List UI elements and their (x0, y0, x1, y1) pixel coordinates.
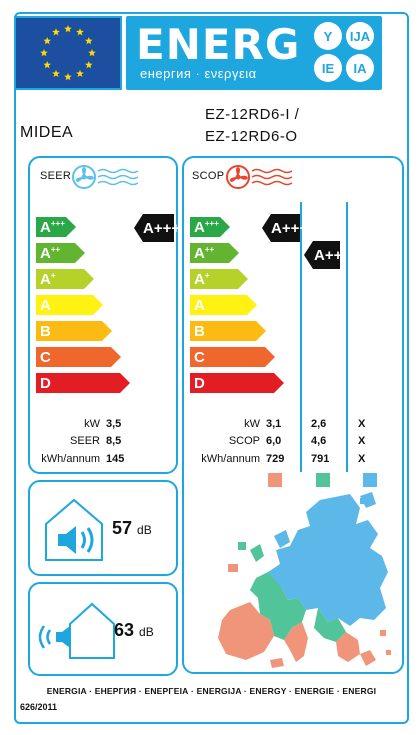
scop-class-bar: D (190, 373, 284, 393)
seer-row-value: 145 (106, 453, 125, 465)
seer-rating-arrow: A+++ (134, 214, 180, 242)
eu-star-icon (85, 61, 93, 69)
scop-value-cold: X (358, 418, 366, 430)
eu-star-icon (76, 28, 84, 36)
seer-class-bar: A+++ (36, 217, 76, 237)
scop-column-divider (346, 202, 348, 472)
scop-class-label: A+ (194, 270, 210, 288)
scop-class-label: C (194, 348, 205, 366)
eu-star-icon (40, 49, 48, 57)
seer-class-label: B (40, 322, 51, 340)
eu-star-icon (52, 28, 60, 36)
scop-row-key: SCOP (228, 435, 260, 447)
seer-class-bar: C (36, 347, 121, 367)
seer-class-bar: B (36, 321, 112, 341)
scop-row-key: kWh/annum (201, 453, 260, 465)
energ-subtitle: енергия · ενεργεια (140, 66, 257, 81)
eu-star-icon (76, 69, 84, 77)
scop-class-bar: A+ (190, 269, 248, 289)
scop-class-label: B (194, 322, 205, 340)
zone-swatch-cold (363, 473, 377, 487)
seer-class-label: A+++ (40, 218, 65, 236)
scop-rating-arrow-secondary: A++ (304, 241, 342, 269)
scop-class-bar: A++ (190, 243, 239, 263)
lang-badge-ie: IE (314, 54, 342, 82)
lang-badge-ija: IJA (346, 22, 374, 50)
scop-value-warm: 6,0 (266, 435, 282, 447)
eu-star-icon (88, 49, 96, 57)
seer-class-label: A (40, 296, 51, 314)
scop-class-label: A++ (194, 244, 215, 262)
heating-fan-icon (226, 165, 293, 189)
regulation-number: 626/2011 (20, 702, 58, 712)
seer-row-value: 8,5 (106, 435, 122, 447)
outdoor-noise-panel: 63 dB (28, 582, 178, 676)
supplier-name: MIDEA (20, 124, 74, 141)
scop-class-bar: A (190, 295, 257, 315)
eu-flag-icon (14, 16, 122, 90)
scop-class-bar: A+++ (190, 217, 230, 237)
seer-row-key: SEER (70, 435, 100, 447)
indoor-unit-house-icon (45, 498, 103, 561)
scop-class-bar: C (190, 347, 275, 367)
scop-column-divider (300, 202, 302, 472)
scop-value-cold: X (358, 435, 366, 447)
scop-rating-primary-label: A+++ (271, 219, 309, 237)
cooling-fan-icon (72, 165, 139, 189)
scop-value-average: 2,6 (311, 418, 327, 430)
seer-class-bar: A++ (36, 243, 85, 263)
seer-class-bar: A+ (36, 269, 94, 289)
eu-star-icon (85, 37, 93, 45)
scop-value-cold: X (358, 453, 366, 465)
scop-class-bar: B (190, 321, 266, 341)
lang-badge-ia: IA (346, 54, 374, 82)
indoor-noise-value: 57 dB (112, 518, 152, 538)
footer-languages: ENERGIA · ЕНЕРГИЯ · ΕΝΕΡΓΕΙΑ · ENERGIJA … (46, 686, 377, 696)
lang-badge-y: Y (314, 22, 342, 50)
indoor-noise-panel: 57 dB (28, 480, 178, 576)
europe-climate-map (218, 492, 391, 668)
scop-class-label: D (194, 374, 205, 392)
scop-rating-arrow-primary: A+++ (262, 214, 308, 242)
zone-swatch-warm (268, 473, 282, 487)
seer-class-label: D (40, 374, 51, 392)
seer-title: SEER (40, 170, 72, 182)
scop-value-warm: 729 (266, 453, 285, 465)
scop-class-label: A (194, 296, 205, 314)
eu-star-icon (43, 37, 51, 45)
seer-class-label: A++ (40, 244, 61, 262)
seer-rating-label: A+++ (143, 219, 181, 237)
seer-class-label: C (40, 348, 51, 366)
seer-class-bar: D (36, 373, 130, 393)
scop-title: SCOP (192, 170, 225, 182)
scop-value-average: 791 (311, 453, 330, 465)
scop-class-label: A+++ (194, 218, 219, 236)
energy-logo: ENERG енергия · ενεργεια Y IJA IE IA (126, 16, 382, 90)
model-outdoor: EZ-12RD6-O (205, 128, 298, 145)
zone-swatch-average (316, 473, 330, 487)
scop-value-average: 4,6 (311, 435, 327, 447)
seer-row-key: kW (84, 418, 100, 430)
label-header: ENERG енергия · ενεργεια Y IJA IE IA (14, 16, 382, 90)
seer-class-bar: A (36, 295, 103, 315)
seer-class-label: A+ (40, 270, 56, 288)
outdoor-unit-house-icon (38, 602, 115, 659)
seer-panel: SEER (28, 156, 178, 474)
scop-value-warm: 3,1 (266, 418, 282, 430)
seer-row-value: 3,5 (106, 418, 122, 430)
eu-star-icon (43, 61, 51, 69)
eu-star-icon (64, 73, 72, 81)
scop-row-key: kW (244, 418, 260, 430)
scop-rating-secondary-label: A++ (314, 246, 343, 264)
energ-wordmark: ENERG (136, 20, 301, 69)
model-indoor: EZ-12RD6-I / (205, 106, 300, 123)
eu-star-icon (64, 25, 72, 33)
seer-row-key: kWh/annum (41, 453, 100, 465)
eu-star-icon (52, 69, 60, 77)
outdoor-noise-value: 63 dB (114, 620, 154, 640)
